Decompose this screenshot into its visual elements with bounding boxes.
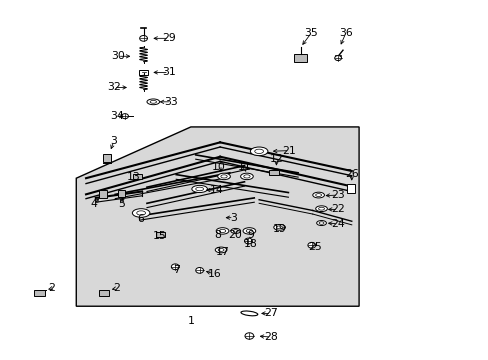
Text: 22: 22: [330, 204, 345, 215]
Circle shape: [140, 36, 147, 41]
Text: 28: 28: [264, 332, 278, 342]
Text: 23: 23: [330, 190, 345, 200]
Bar: [99, 190, 107, 198]
Ellipse shape: [273, 225, 285, 230]
Text: 3: 3: [110, 136, 117, 146]
Text: 27: 27: [264, 309, 278, 318]
Bar: [346, 184, 354, 193]
Text: 24: 24: [330, 219, 345, 229]
Bar: [139, 70, 148, 75]
Text: 18: 18: [243, 239, 257, 249]
Text: 29: 29: [162, 33, 175, 43]
Text: 14: 14: [209, 185, 223, 195]
Text: 2: 2: [113, 283, 120, 293]
Ellipse shape: [312, 192, 324, 198]
Circle shape: [171, 264, 179, 270]
Bar: [156, 232, 164, 237]
Circle shape: [334, 55, 341, 60]
Ellipse shape: [240, 173, 253, 180]
Ellipse shape: [241, 311, 257, 316]
Text: 2: 2: [48, 283, 55, 293]
Ellipse shape: [316, 221, 326, 226]
Text: 10: 10: [212, 162, 225, 172]
Ellipse shape: [191, 185, 207, 193]
Ellipse shape: [230, 228, 240, 233]
Text: 34: 34: [110, 111, 123, 121]
Circle shape: [307, 242, 315, 248]
Bar: [133, 174, 142, 179]
Text: 6: 6: [138, 215, 144, 224]
Text: 17: 17: [215, 247, 229, 257]
Text: 26: 26: [344, 168, 358, 179]
Text: 20: 20: [227, 230, 241, 239]
Text: 16: 16: [207, 269, 221, 279]
Ellipse shape: [132, 209, 150, 217]
Text: 25: 25: [308, 242, 322, 252]
Text: 19: 19: [272, 225, 286, 234]
Text: 9: 9: [246, 230, 253, 239]
Circle shape: [244, 333, 253, 339]
Bar: [34, 290, 45, 296]
Bar: [103, 154, 111, 162]
Circle shape: [244, 238, 252, 244]
Text: 3: 3: [230, 213, 237, 222]
Ellipse shape: [216, 228, 228, 234]
Text: 5: 5: [118, 199, 125, 210]
Ellipse shape: [243, 228, 255, 234]
Text: 1: 1: [187, 316, 194, 325]
Ellipse shape: [315, 206, 327, 212]
Text: 36: 36: [338, 28, 352, 38]
Bar: [99, 290, 109, 296]
Bar: [294, 54, 306, 62]
Text: 31: 31: [162, 67, 175, 77]
Text: 13: 13: [126, 172, 140, 182]
Bar: [268, 170, 278, 175]
Circle shape: [122, 114, 128, 119]
Ellipse shape: [147, 99, 159, 105]
Ellipse shape: [217, 173, 230, 180]
Text: 7: 7: [172, 265, 179, 275]
Text: 30: 30: [111, 51, 124, 61]
Text: 35: 35: [304, 28, 318, 38]
Text: 32: 32: [107, 82, 121, 93]
Ellipse shape: [250, 147, 267, 156]
Text: 11: 11: [237, 162, 251, 172]
Ellipse shape: [215, 247, 226, 253]
Text: 21: 21: [282, 145, 296, 156]
Polygon shape: [76, 127, 358, 306]
Text: 4: 4: [91, 199, 98, 210]
Text: 12: 12: [269, 154, 283, 164]
Text: 33: 33: [164, 97, 178, 107]
Text: 15: 15: [152, 231, 166, 240]
Text: 8: 8: [214, 230, 221, 239]
Bar: [118, 190, 125, 197]
Circle shape: [195, 267, 203, 273]
